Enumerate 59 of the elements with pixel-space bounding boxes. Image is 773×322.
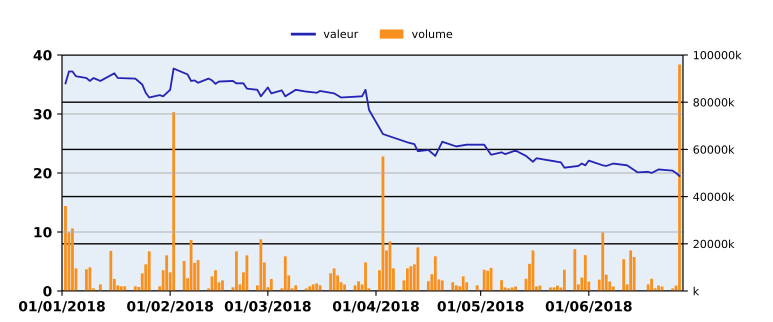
bar bbox=[98, 284, 102, 291]
bar bbox=[357, 281, 360, 291]
bar bbox=[214, 270, 217, 291]
bar bbox=[490, 268, 493, 291]
bar bbox=[486, 270, 490, 291]
bar bbox=[678, 64, 681, 291]
bar bbox=[556, 286, 559, 291]
y-tick-label: 10 bbox=[34, 226, 52, 238]
bar bbox=[514, 286, 517, 291]
bar bbox=[549, 287, 552, 291]
y2-tick-label: 60000k bbox=[694, 145, 734, 154]
bar bbox=[409, 266, 412, 291]
bar bbox=[182, 261, 186, 291]
bar bbox=[510, 287, 514, 291]
bar bbox=[196, 260, 200, 291]
bar bbox=[64, 206, 67, 291]
bar bbox=[650, 278, 653, 291]
bar bbox=[388, 241, 392, 291]
x-tick-label: 01/04/2018 bbox=[332, 300, 419, 313]
bar bbox=[343, 284, 346, 291]
x-tick-label: 01/01/2018 bbox=[18, 300, 105, 313]
x-tick-label: 01/02/2018 bbox=[127, 300, 214, 313]
y2-tick-label: 20000k bbox=[694, 240, 734, 248]
bar bbox=[657, 286, 660, 291]
bar bbox=[382, 156, 384, 291]
x-tick-label: 01/06/2018 bbox=[546, 300, 632, 313]
bar bbox=[190, 240, 192, 291]
bar bbox=[532, 250, 534, 291]
y2-tick-label: 80000k bbox=[693, 98, 734, 107]
bar bbox=[538, 286, 542, 291]
bar bbox=[221, 280, 224, 291]
bar bbox=[246, 255, 248, 291]
y2-tick-label: 40000k bbox=[693, 192, 734, 201]
x-tick-label: 01/05/2018 bbox=[438, 300, 524, 313]
bar bbox=[235, 251, 238, 291]
legend-label: volume bbox=[412, 30, 452, 38]
bar bbox=[406, 268, 409, 291]
y-tick-label: 30 bbox=[34, 108, 52, 120]
bar bbox=[482, 270, 486, 291]
y-tick-label: 20 bbox=[34, 168, 52, 178]
x-tick-label: 01/03/2018 bbox=[224, 300, 311, 313]
bar bbox=[660, 286, 664, 291]
bar bbox=[562, 270, 566, 291]
y-tick-label: 0 bbox=[43, 286, 52, 296]
line-series bbox=[64, 68, 680, 177]
bar bbox=[172, 112, 176, 291]
bar bbox=[332, 268, 336, 291]
bar bbox=[354, 285, 356, 291]
y2-tick-label: k bbox=[694, 286, 700, 296]
bar bbox=[71, 228, 74, 291]
y-tick-label: 40 bbox=[34, 50, 52, 60]
bar bbox=[552, 287, 556, 291]
bar bbox=[88, 267, 92, 291]
bar bbox=[364, 262, 367, 291]
legend-label: valeur bbox=[324, 30, 358, 38]
bar bbox=[85, 269, 88, 291]
bar bbox=[500, 280, 503, 291]
y2-tick-label: 100000k bbox=[694, 50, 742, 60]
bar bbox=[259, 239, 262, 291]
